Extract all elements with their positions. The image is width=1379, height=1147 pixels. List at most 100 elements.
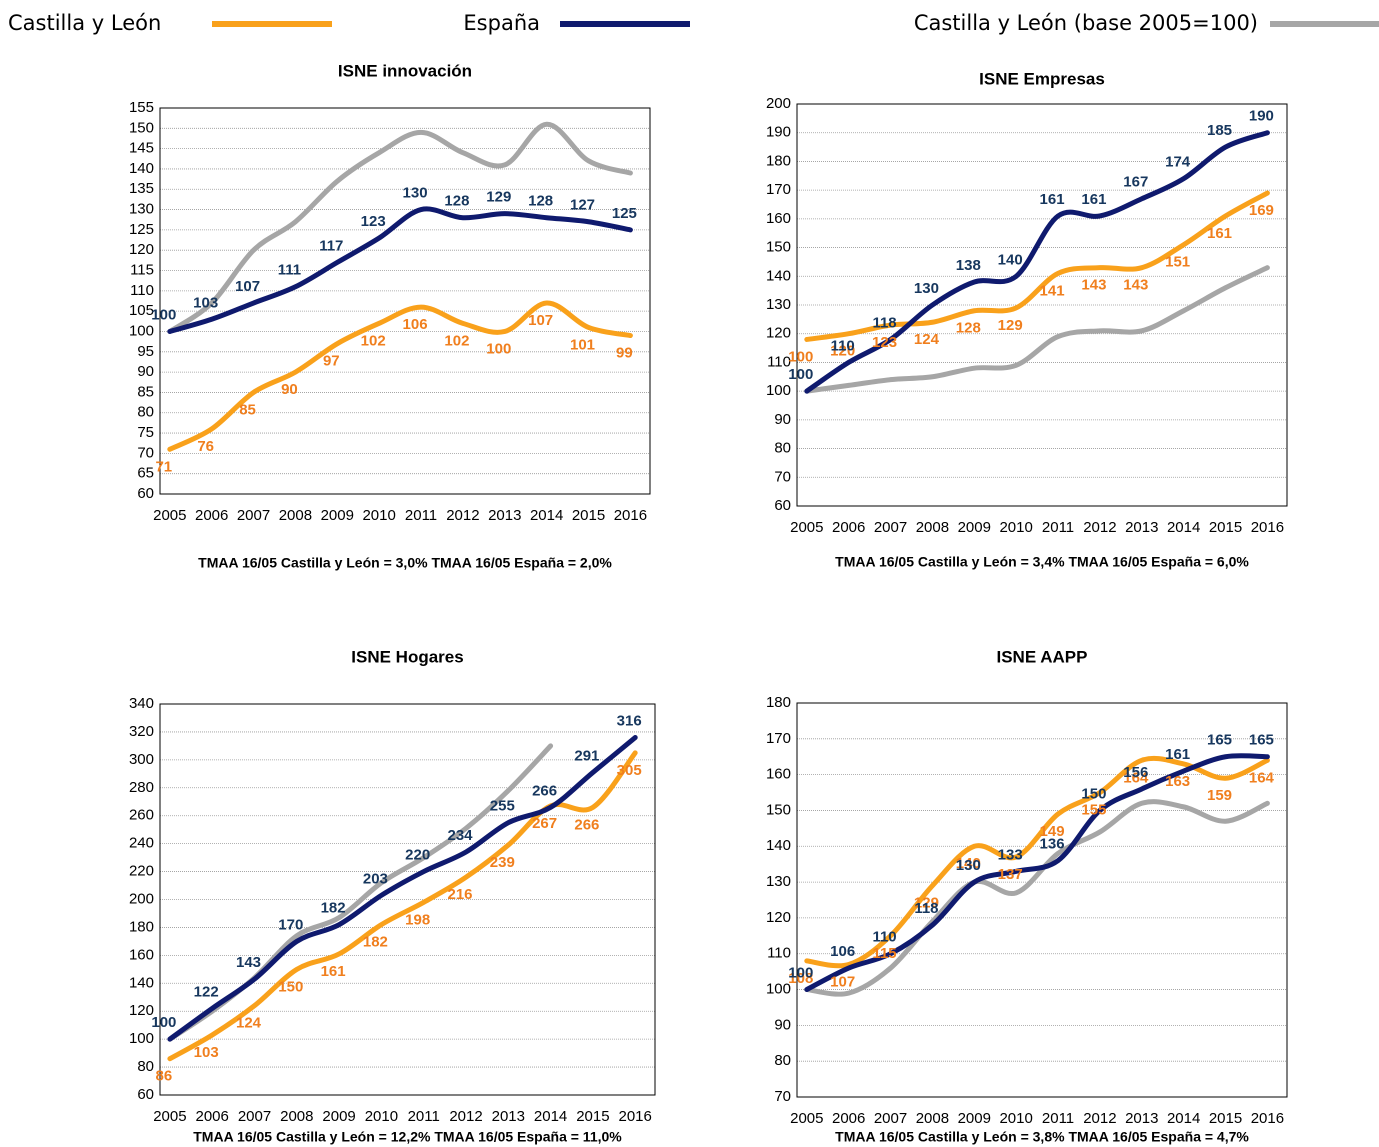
data-label: 266 [532,782,557,799]
data-label: 165 [1249,732,1274,749]
data-label: 149 [1040,823,1065,840]
y-tick-label: 90 [774,1016,791,1033]
chart-title: ISNE innovación [338,61,472,80]
y-tick-label: 150 [766,239,791,256]
x-tick-label: 2012 [449,1108,482,1125]
series-line [804,755,1270,969]
data-label: 130 [403,185,428,202]
data-label: 129 [998,317,1023,334]
series-line [804,265,1270,394]
y-tick-label: 150 [766,801,791,818]
data-label: 291 [574,747,599,764]
y-tick-label: 115 [130,261,154,278]
data-label: 100 [486,340,511,357]
data-label: 100 [788,348,813,365]
legend-label: Castilla y León (base 2005=100) [914,11,1258,35]
y-tick-label: 70 [774,468,791,485]
x-tick-label: 2015 [1209,519,1242,536]
data-label: 133 [998,846,1023,863]
x-tick-label: 2005 [153,1108,186,1125]
y-tick-label: 80 [137,404,154,421]
y-tick-label: 180 [766,152,791,169]
x-tick-label: 2014 [1167,519,1200,536]
data-label: 107 [528,312,553,329]
data-label: 143 [1123,277,1148,294]
y-tick-label: 140 [129,160,154,177]
y-tick-label: 130 [129,201,154,218]
x-tick-label: 2015 [576,1108,609,1125]
x-tick-label: 2007 [874,519,907,536]
y-tick-label: 85 [137,383,154,400]
y-tick-label: 140 [766,267,791,284]
x-tick-label: 2011 [408,1108,440,1125]
y-tick-label: 90 [137,363,154,380]
data-label: 174 [1165,154,1191,171]
data-label: 155 [1081,802,1106,819]
x-tick-label: 2015 [572,507,605,524]
data-label: 107 [235,278,260,295]
y-tick-label: 100 [129,1030,154,1047]
x-tick-label: 2016 [1251,1110,1284,1127]
data-label: 86 [156,1068,173,1085]
y-tick-label: 125 [129,221,154,238]
y-tick-label: 150 [129,119,154,136]
data-label: 101 [570,336,595,353]
data-label: 136 [1040,836,1065,853]
data-label: 220 [405,847,430,864]
x-tick-label: 2009 [958,1110,991,1127]
data-label: 161 [1207,225,1232,242]
y-tick-label: 105 [129,302,154,319]
data-label: 150 [278,978,303,995]
data-label: 110 [872,929,896,946]
data-label: 150 [1081,785,1106,802]
y-tick-label: 160 [766,766,791,783]
data-label: 198 [405,911,430,928]
data-label: 97 [323,353,340,370]
x-tick-label: 2008 [280,1108,313,1125]
data-label: 169 [1249,202,1274,219]
x-tick-label: 2008 [916,519,949,536]
data-label: 239 [490,854,515,871]
x-tick-label: 2006 [832,1110,865,1127]
data-label: 117 [319,237,343,254]
data-label: 111 [278,262,301,279]
data-label: 115 [872,945,896,962]
data-label: 163 [1165,773,1190,790]
data-label: 161 [1081,191,1106,208]
y-tick-label: 60 [774,497,791,514]
data-label: 76 [197,438,214,455]
y-tick-label: 200 [766,95,791,112]
y-tick-label: 260 [129,807,154,824]
data-label: 266 [574,816,599,833]
y-tick-label: 135 [129,180,154,197]
x-tick-label: 2016 [619,1108,652,1125]
data-label: 124 [914,331,940,348]
chart-title: ISNE AAPP [996,647,1087,666]
data-label: 165 [1207,732,1232,749]
x-tick-label: 2014 [534,1108,567,1125]
x-tick-label: 2013 [492,1108,525,1125]
y-tick-label: 110 [130,282,154,299]
y-tick-label: 110 [767,945,791,962]
y-tick-label: 340 [129,695,154,712]
data-label: 140 [998,251,1023,268]
y-tick-label: 170 [766,181,791,198]
x-tick-label: 2008 [916,1110,949,1127]
data-label: 124 [236,1015,262,1032]
data-label: 185 [1207,122,1232,139]
x-tick-label: 2005 [790,1110,823,1127]
data-label: 167 [1123,174,1148,191]
x-tick-label: 2010 [999,1110,1032,1127]
y-tick-label: 60 [137,1086,154,1103]
x-tick-label: 2011 [1042,1110,1074,1127]
data-label: 100 [151,306,176,323]
data-label: 90 [281,381,298,398]
y-tick-label: 140 [129,974,154,991]
x-tick-label: 2009 [322,1108,355,1125]
data-label: 216 [447,886,472,903]
data-label: 161 [321,963,346,980]
x-tick-label: 2010 [362,507,395,524]
series-line [804,753,1270,993]
data-label: 125 [612,205,637,222]
